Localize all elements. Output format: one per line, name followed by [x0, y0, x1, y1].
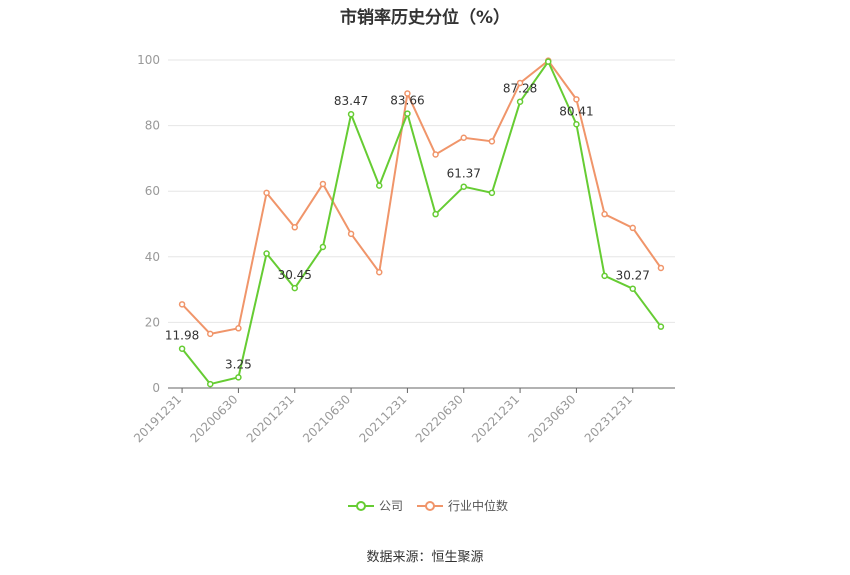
data-point [432, 210, 439, 218]
data-point [291, 224, 298, 231]
x-tick-label: 20221231 [469, 392, 522, 445]
data-point [207, 330, 214, 338]
legend-item-industry[interactable]: 行业中位数 [417, 497, 508, 514]
data-point [432, 151, 439, 158]
data-point [460, 183, 467, 190]
data-point [601, 272, 608, 280]
data-label: 30.27 [616, 269, 650, 283]
data-point [404, 90, 411, 97]
series-line-1 [181, 59, 662, 335]
data-label: 30.45 [278, 268, 312, 282]
x-tick-label: 20211231 [356, 392, 409, 445]
data-point [601, 210, 608, 218]
data-label: 3.25 [225, 357, 252, 371]
data-point [376, 268, 383, 276]
data-point [404, 110, 411, 117]
data-point [573, 121, 580, 128]
data-point [545, 58, 552, 65]
x-tick-label: 20210630 [300, 392, 353, 445]
data-labels: 11.98 3.25 30.45 83.47 83.66 61.37 87.28 80.41 3… [165, 82, 650, 372]
data-point [657, 323, 665, 330]
y-tick-label: 20 [145, 315, 160, 329]
source-note: 数据来源：恒生聚源 [366, 550, 484, 565]
x-tick-label: 20220630 [413, 392, 466, 445]
data-point [178, 301, 186, 308]
y-tick-label: 40 [145, 250, 160, 264]
data-label: 87.28 [503, 82, 537, 96]
y-tick-label: 80 [145, 119, 160, 133]
x-tick-label: 20191231 [131, 392, 184, 445]
legend-label-industry: 行业中位数 [448, 499, 509, 513]
data-point [629, 224, 636, 232]
data-point [235, 325, 242, 332]
data-point [629, 285, 636, 292]
data-point [319, 180, 327, 188]
y-tick-label: 100 [137, 53, 160, 67]
data-point [235, 374, 242, 381]
y-tick-label: 60 [145, 184, 160, 198]
data-point [291, 284, 298, 292]
industry-legend-icon [417, 500, 444, 511]
data-label: 83.47 [334, 94, 368, 108]
x-tick-label: 20231231 [582, 392, 635, 445]
series-line-0 [181, 59, 662, 386]
data-point [573, 96, 580, 103]
data-point [207, 380, 214, 388]
data-point [347, 110, 355, 118]
data-point [488, 138, 496, 145]
data-point [516, 79, 524, 87]
data-point [178, 345, 186, 352]
data-point [657, 264, 665, 272]
company-legend-icon [348, 500, 374, 511]
x-tick-label: 20201231 [244, 392, 297, 445]
chart-title: 市销率历史分位（%） [339, 8, 511, 28]
data-point [263, 250, 270, 257]
data-point [516, 98, 524, 105]
series [178, 57, 665, 388]
x-tick-label: 20230630 [525, 392, 578, 445]
data-point [263, 189, 270, 197]
data-point [460, 134, 467, 141]
y-tick-label: 0 [152, 381, 160, 395]
x-tick-label: 20200630 [187, 392, 240, 445]
data-label: 83.66 [390, 94, 424, 108]
data-point [376, 182, 383, 189]
data-label: 80.41 [559, 104, 593, 118]
data-label: 61.37 [447, 167, 481, 181]
data-point [319, 243, 327, 251]
data-point [347, 230, 355, 238]
data-label: 11.98 [165, 329, 199, 343]
legend-item-company[interactable]: 公司 [348, 497, 403, 514]
legend-label-company: 公司 [379, 499, 404, 513]
legend: 公司 行业中位数 [348, 497, 522, 514]
data-point [488, 189, 496, 197]
